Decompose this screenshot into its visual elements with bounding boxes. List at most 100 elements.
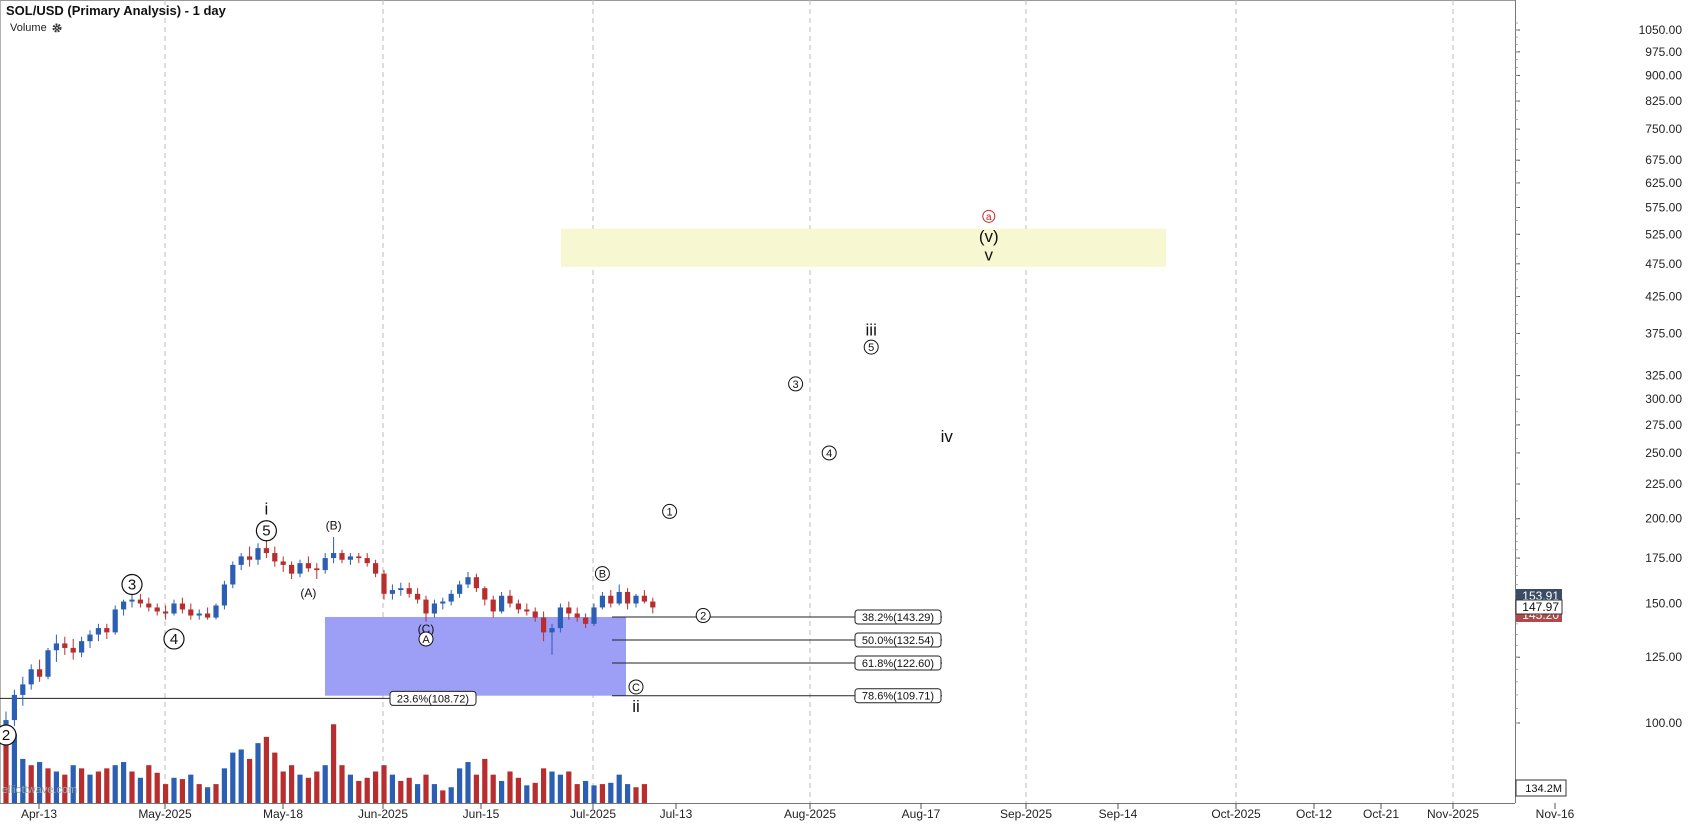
volume-bar: [473, 774, 479, 803]
volume-bar: [314, 771, 320, 803]
gear-icon[interactable]: [51, 22, 63, 34]
y-tick-label-7: 575.00: [1645, 200, 1682, 214]
x-tick-label-0: Apr-13: [21, 807, 57, 821]
volume-bar: [406, 777, 412, 803]
wave-label-18: iv: [941, 427, 954, 446]
volume-bar: [11, 733, 17, 803]
volume-bar: [79, 768, 85, 803]
volume-bar: [616, 774, 622, 803]
candle-body: [532, 611, 538, 618]
volume-bar: [415, 784, 421, 803]
candle-body: [423, 599, 429, 614]
x-tick-label-10: Sep-14: [1099, 807, 1138, 821]
price-tag-1: 147.97: [1522, 600, 1559, 614]
volume-bar: [171, 777, 177, 803]
candle-body: [179, 603, 185, 610]
volume-bar: [398, 780, 404, 803]
wave-circle: [662, 503, 678, 519]
wave-label-11: ii: [632, 697, 640, 716]
candle-body: [196, 613, 202, 616]
volume-bar: [625, 784, 631, 803]
wave-circle: [418, 631, 434, 647]
y-tick-label-16: 225.00: [1645, 477, 1682, 491]
candle-body: [247, 556, 253, 560]
volume-bar: [129, 771, 135, 803]
wave-label-19: (v): [979, 227, 999, 246]
candle-body: [599, 595, 605, 608]
y-tick-label-11: 375.00: [1645, 326, 1682, 340]
candle-body: [221, 584, 227, 606]
volume-bar: [3, 743, 9, 803]
candle-body: [616, 591, 622, 604]
candle-body: [524, 609, 530, 612]
volume-bar: [482, 758, 488, 803]
volume-bar: [381, 765, 387, 803]
wave-circle: [821, 445, 837, 461]
candle-body: [406, 588, 412, 594]
wave-circle: [788, 376, 804, 392]
volume-bar: [280, 771, 286, 803]
x-tick-label-6: Jul-13: [660, 807, 693, 821]
candle-body: [608, 595, 614, 604]
candle-body: [163, 611, 169, 614]
x-tick-label-3: Jun-2025: [358, 807, 408, 821]
volume-bar: [431, 784, 437, 803]
volume-bar: [331, 724, 337, 803]
candle-body: [280, 561, 286, 565]
fib-label-4: 78.6%(109.71): [862, 691, 934, 703]
y-tick-label-8: 525.00: [1645, 227, 1682, 241]
fib-label-box-4: [854, 688, 942, 704]
candle-body: [230, 564, 236, 585]
candle-body: [499, 595, 505, 612]
candle-body: [465, 577, 471, 585]
volume-bar: [205, 787, 211, 803]
candle-body: [171, 603, 177, 614]
x-tick-label-14: Nov-2025: [1427, 807, 1479, 821]
volume-bar: [28, 765, 34, 803]
x-tick-label-15: Nov-16: [1536, 807, 1575, 821]
wave-circle: [628, 679, 644, 695]
volume-bar: [179, 779, 185, 803]
time-axis[interactable]: Apr-13 May-2025 May-18 Jun-2025 Jun-15 Jul-20…: [0, 803, 1575, 821]
candle-body: [28, 669, 34, 685]
wave-circle: [255, 520, 277, 542]
y-tick-label-0: 1050.00: [1639, 23, 1683, 37]
y-tick-label-20: 125.00: [1645, 650, 1682, 664]
candle-body: [566, 607, 572, 614]
candle-body: [507, 595, 513, 604]
candle-body: [129, 599, 135, 602]
candle-body: [154, 607, 160, 612]
volume-bar: [599, 784, 605, 803]
y-tick-label-15: 250.00: [1645, 446, 1682, 460]
volume-bar: [524, 785, 530, 803]
volume-bar: [499, 780, 505, 803]
candle-body: [112, 609, 118, 633]
candle-body: [272, 553, 278, 562]
wave-label-13: 2: [700, 611, 706, 623]
volume-bar: [305, 777, 311, 803]
candle-body: [356, 556, 362, 559]
x-tick-label-11: Oct-2025: [1211, 807, 1261, 821]
x-tick-label-5: Jul-2025: [570, 807, 616, 821]
volume-bar: [557, 774, 563, 803]
volume-bar: [423, 774, 429, 803]
volume-bar: [213, 784, 219, 803]
candle-body: [104, 628, 110, 633]
candle-body: [364, 558, 370, 564]
wave-label-9: B: [599, 569, 606, 581]
candle-body: [297, 563, 303, 574]
y-tick-label-4: 750.00: [1645, 122, 1682, 136]
candle-body: [431, 603, 437, 614]
volume-bar: [297, 774, 303, 803]
price-axis[interactable]: 1050.00 975.00 900.00 825.00 750.00 675.00 625…: [1515, 0, 1682, 803]
volume-indicator[interactable]: Volume: [10, 22, 63, 34]
volume-bar: [549, 771, 555, 803]
wave-label-2: 4: [170, 631, 178, 648]
y-tick-label-2: 900.00: [1645, 68, 1682, 82]
x-tick-label-1: May-2025: [138, 807, 192, 821]
volume-bar: [339, 765, 345, 803]
candle-body: [305, 563, 311, 569]
y-tick-label-10: 425.00: [1645, 290, 1682, 304]
wave-labels: 2 3 4 5 i (A) (B) (C)A B Cii 1 2 3 4 5 iii iv (v)v a: [0, 209, 999, 746]
